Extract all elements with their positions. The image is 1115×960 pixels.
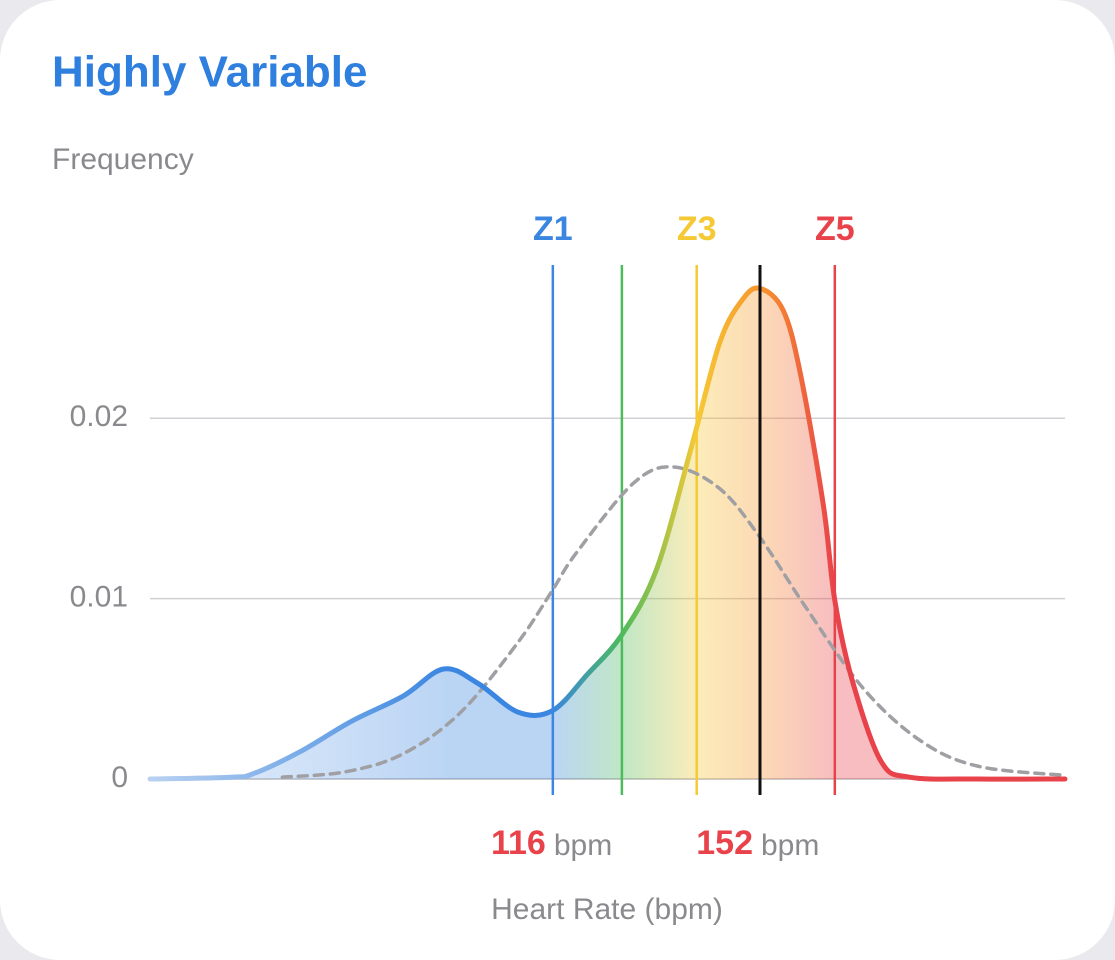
x-axis-label: Heart Rate (bpm) bbox=[491, 893, 723, 926]
y-tick-label: 0.01 bbox=[70, 581, 128, 614]
marker-unit: bpm bbox=[761, 829, 819, 862]
y-axis-label: Frequency bbox=[52, 143, 194, 176]
fit-line bbox=[280, 465, 1067, 779]
chart-title: Highly Variable bbox=[52, 48, 367, 97]
density-line bbox=[147, 285, 1068, 782]
zone-label: Z5 bbox=[815, 210, 855, 248]
marker-value: 152 bbox=[696, 824, 753, 862]
zone-label: Z1 bbox=[533, 210, 573, 248]
marker-unit: bpm bbox=[554, 829, 612, 862]
zone-label: Z3 bbox=[677, 210, 717, 248]
area bbox=[150, 287, 1065, 780]
y-tick-label: 0.02 bbox=[70, 400, 128, 433]
marker-value: 116 bbox=[491, 824, 546, 862]
y-tick-label: 0 bbox=[111, 761, 128, 794]
